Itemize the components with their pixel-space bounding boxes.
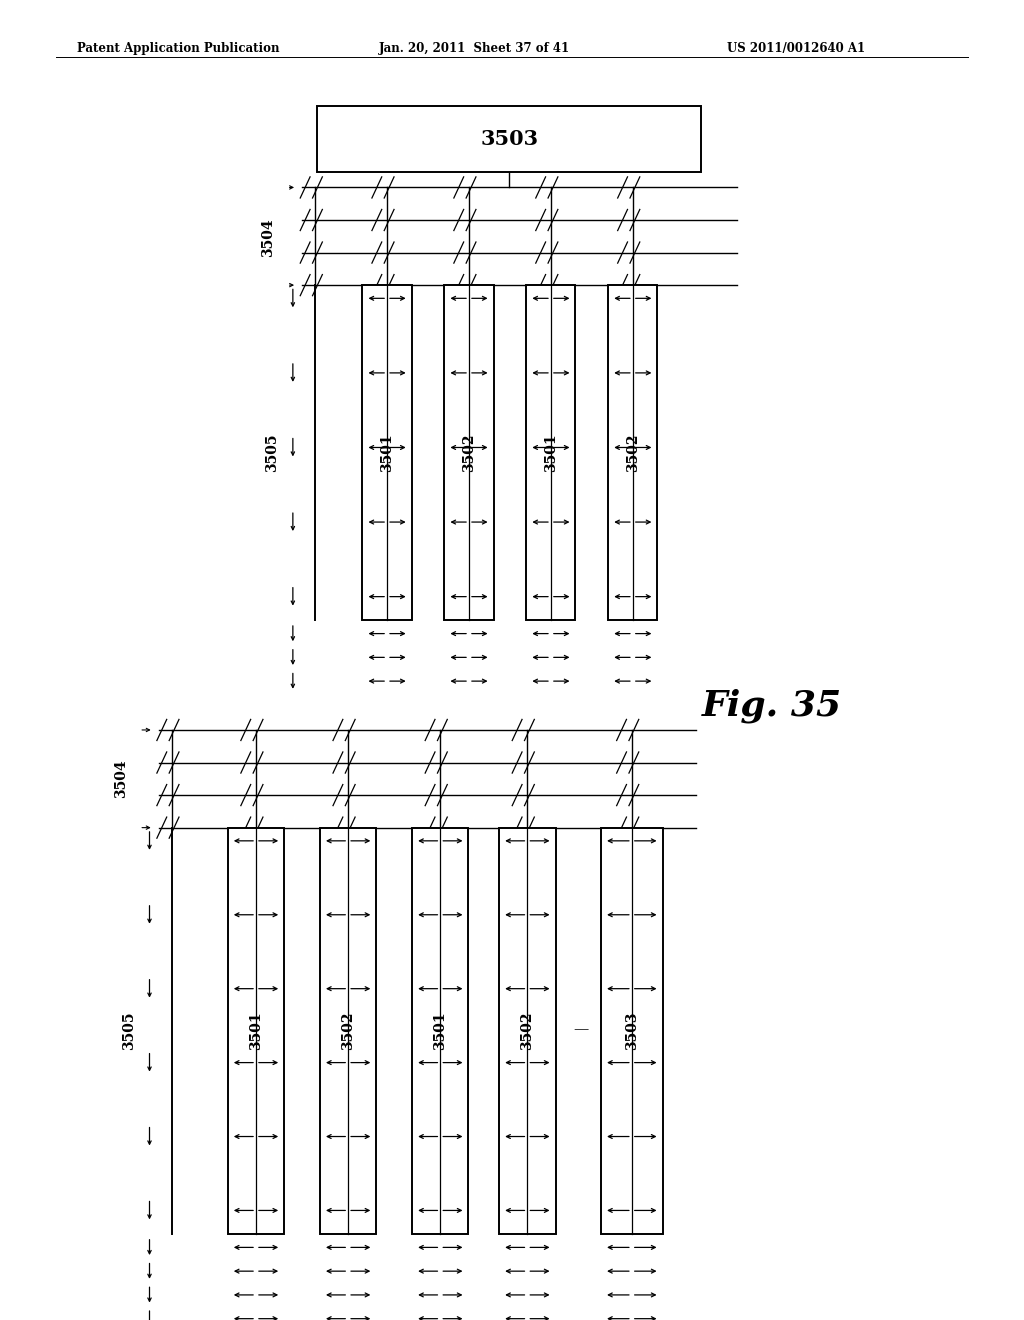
Text: 3504: 3504 — [261, 218, 275, 257]
Text: Fig. 35: Fig. 35 — [701, 689, 842, 723]
Bar — [362, 285, 412, 620]
Bar — [500, 828, 555, 1234]
Text: —: — — [573, 1023, 588, 1036]
Text: 3504: 3504 — [114, 759, 128, 799]
Bar — [601, 828, 663, 1234]
Bar — [227, 828, 285, 1234]
Text: 3505: 3505 — [122, 1011, 136, 1051]
Bar — [412, 828, 468, 1234]
Text: 3503: 3503 — [625, 1011, 639, 1051]
Text: Patent Application Publication: Patent Application Publication — [77, 42, 280, 55]
Text: 3501: 3501 — [544, 433, 558, 473]
Text: Jan. 20, 2011  Sheet 37 of 41: Jan. 20, 2011 Sheet 37 of 41 — [379, 42, 570, 55]
Bar — [526, 285, 575, 620]
Text: 3501: 3501 — [249, 1011, 263, 1051]
Bar — [608, 285, 657, 620]
Bar — [319, 828, 377, 1234]
Bar — [444, 285, 494, 620]
Text: 3503: 3503 — [480, 128, 539, 149]
Text: 3501: 3501 — [433, 1011, 447, 1051]
Text: 3502: 3502 — [462, 433, 476, 473]
Text: 3502: 3502 — [520, 1011, 535, 1051]
Text: 3501: 3501 — [380, 433, 394, 473]
Text: 3502: 3502 — [626, 433, 640, 473]
Text: 3505: 3505 — [265, 433, 280, 473]
Text: 3502: 3502 — [341, 1011, 355, 1051]
Bar — [317, 106, 701, 172]
Text: US 2011/0012640 A1: US 2011/0012640 A1 — [727, 42, 865, 55]
